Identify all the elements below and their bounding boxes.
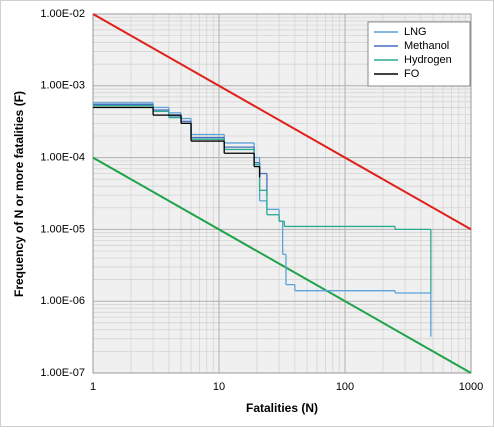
y-tick-label: 1.00E-07 (40, 367, 85, 379)
criterion-line (92, 156, 472, 374)
legend-label: Hydrogen (404, 54, 452, 66)
x-axis-title: Fatalities (N) (246, 401, 318, 415)
x-tick-label: 100 (336, 381, 354, 393)
x-tick-label: 1 (90, 381, 96, 393)
y-tick-label: 1.00E-05 (40, 223, 85, 235)
y-axis-title: Frequency of N or more fatalities (F) (12, 91, 26, 297)
plot-border (92, 13, 472, 374)
y-tick-label: 1.00E-03 (40, 80, 85, 92)
y-tick-label: 1.00E-02 (40, 8, 85, 20)
x-tick-label: 1000 (459, 381, 483, 393)
y-tick-label: 1.00E-06 (40, 295, 85, 307)
legend-label: Methanol (404, 40, 449, 52)
x-tick-label: 10 (213, 381, 225, 393)
y-tick-label: 1.00E-04 (40, 152, 85, 164)
legend-label: LNG (404, 26, 427, 38)
criterion-line (92, 13, 472, 231)
legend-label: FO (404, 68, 420, 80)
